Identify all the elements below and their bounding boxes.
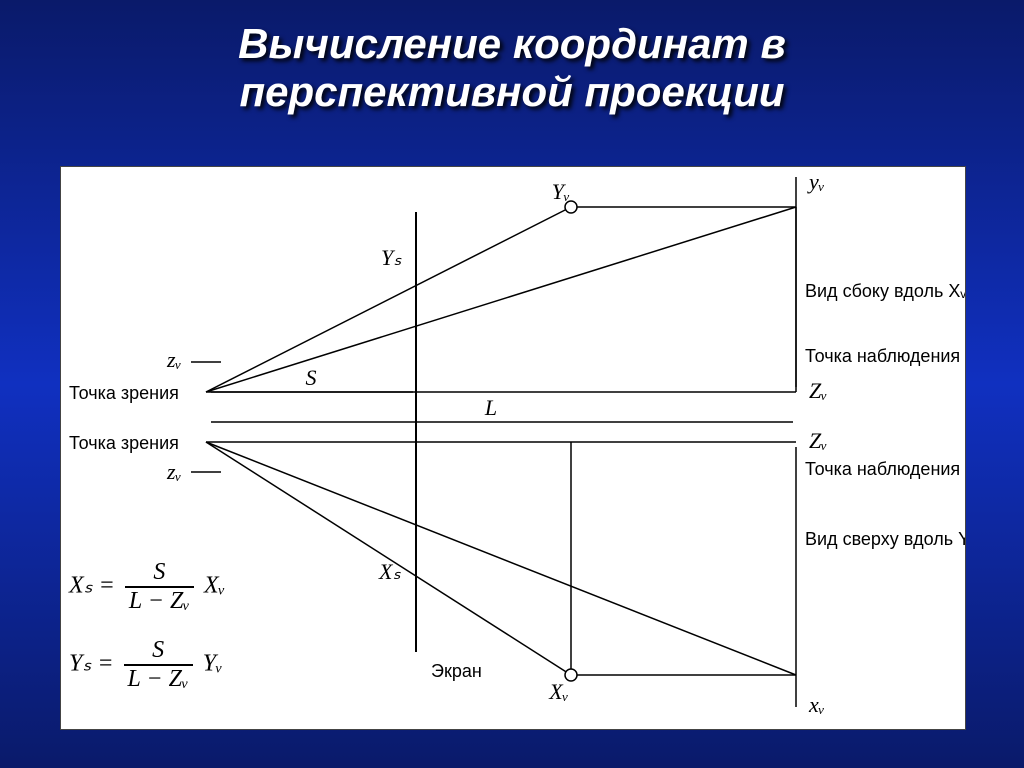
label-obs-2: Точка наблюдения <box>805 459 960 479</box>
label-zv-top: zᵥ <box>166 347 182 372</box>
formula-Xs-lhs: Xₛ <box>69 573 93 599</box>
label-Xv-bot: Xᵥ <box>548 679 569 704</box>
formula-Ys-rhs: Yᵥ <box>203 651 223 677</box>
label-obs-1: Точка наблюдения <box>805 346 960 366</box>
slide: Вычисление координат в перспективной про… <box>0 0 1024 768</box>
formula-Xs-rhs: Xᵥ <box>204 573 225 599</box>
label-Xs: Xₛ <box>378 559 401 584</box>
diagram-container: yᵥ xᵥ zᵥ zᵥ Zᵥ Zᵥ Yᵥ Yₛ Xₛ Xᵥ S L Экран … <box>60 166 966 730</box>
label-Zv-r2: Zᵥ <box>809 428 827 453</box>
formula-Xs: Xₛ = S L − Zᵥ Xᵥ <box>69 559 225 615</box>
label-top-view: Вид сверху вдоль Yᵥ <box>805 529 965 549</box>
formula-Ys-den: L − Zᵥ <box>124 664 193 693</box>
label-S: S <box>306 365 317 390</box>
formula-Xs-num: S <box>125 559 194 586</box>
label-xv: xᵥ <box>808 692 825 717</box>
label-zv-bot: zᵥ <box>166 459 182 484</box>
formula-Ys-num: S <box>124 637 193 664</box>
formula-Xs-den: L − Zᵥ <box>125 586 194 615</box>
label-eye-1: Точка зрения <box>69 383 179 403</box>
label-L: L <box>484 395 497 420</box>
label-screen: Экран <box>431 661 482 681</box>
formula-Ys-lhs: Yₛ <box>69 651 91 677</box>
label-Yv: Yᵥ <box>552 179 570 204</box>
label-Zv-r1: Zᵥ <box>809 378 827 403</box>
label-eye-2: Точка зрения <box>69 433 179 453</box>
formula-Ys: Yₛ = S L − Zᵥ Yᵥ <box>69 637 223 693</box>
slide-title: Вычисление координат в перспективной про… <box>0 20 1024 117</box>
label-side-view: Вид сбоку вдоль Xᵥ <box>805 281 965 301</box>
label-Ys: Yₛ <box>381 245 402 270</box>
label-yv: yᵥ <box>807 169 825 194</box>
